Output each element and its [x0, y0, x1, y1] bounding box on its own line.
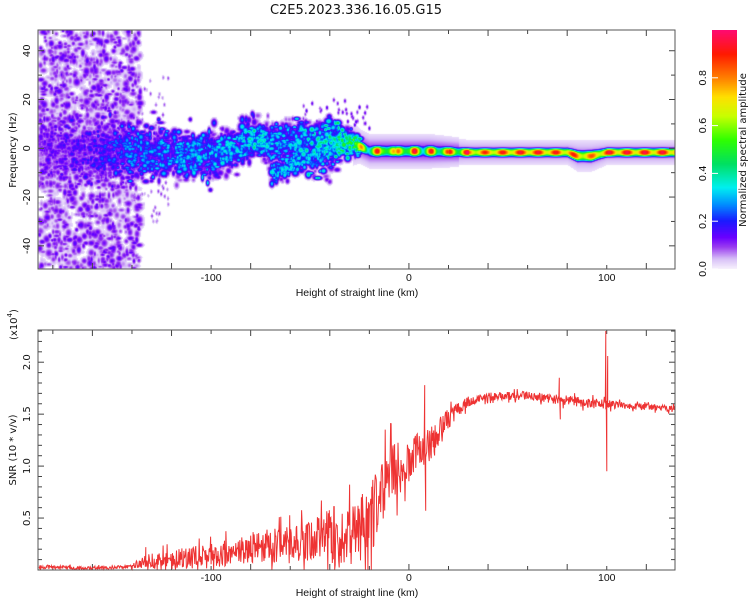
- spectrogram-y-tick-label: 0: [22, 145, 33, 151]
- snr-y-tick-label: 2.0: [22, 354, 33, 370]
- spectrogram-y-tick-label: -40: [22, 238, 33, 254]
- snr-y-axis-title: SNR (10 * v/v): [8, 414, 19, 485]
- snr-y-tick-label: 1.0: [22, 458, 33, 474]
- spectrogram-y-tick-label: 40: [22, 44, 33, 57]
- colorbar-tick-label: 0.4: [698, 165, 709, 181]
- snr-y-tick-label: 1.5: [22, 406, 33, 422]
- scale-label-close: ): [9, 309, 20, 313]
- colorbar-tick-label: 0.8: [698, 70, 709, 86]
- spectrogram-x-tick-label: 0: [406, 272, 412, 284]
- spectrogram-x-tick-label: -100: [201, 272, 222, 284]
- snr-x-tick-label: 100: [598, 572, 616, 584]
- scale-label-base: (x10: [9, 317, 20, 340]
- colorbar-axes: 0.0 0.2 0.4 0.6 0.8: [698, 70, 718, 277]
- spectrogram-y-tick-label: -20: [22, 189, 33, 205]
- spectrogram-axes: -100 0 100 40 20 0 -20 -40: [22, 30, 675, 284]
- chart-title: C2E5.2023.336.16.05.G15: [270, 3, 442, 18]
- scale-label-exponent: 4: [6, 312, 14, 317]
- snr-frame: [37, 329, 676, 571]
- spectrogram-y-tick-label: 20: [22, 93, 33, 106]
- spectrogram-x-tick-label: 100: [598, 272, 616, 284]
- snr-axes: -100 0 100 0.5 1.0 1.5 2.0: [22, 330, 675, 584]
- colorbar-gradient: [712, 30, 737, 269]
- snr-y-tick-label: 0.5: [22, 510, 33, 526]
- colorbar-tick-label: 0.6: [698, 118, 709, 134]
- colorbar-tick-label: 0.2: [698, 213, 709, 229]
- colorbar-title: Normalized spectral amplitude: [738, 73, 749, 227]
- snr-series-line: [38, 330, 676, 571]
- spectrogram-x-axis-title: Height of straight line (km): [296, 287, 419, 299]
- spectrogram-image: [38, 30, 675, 269]
- snr-scale-label: (x104): [6, 309, 20, 340]
- snr-x-tick-label: 0: [406, 572, 412, 584]
- snr-x-tick-label: -100: [201, 572, 222, 584]
- spectrogram-y-axis-title: Frequency (Hz): [8, 112, 19, 188]
- colorbar-tick-label: 0.0: [698, 261, 709, 277]
- snr-x-axis-title: Height of straight line (km): [296, 587, 419, 599]
- spectrogram-frame: [37, 29, 676, 270]
- svg-text:(x104): (x104): [6, 309, 20, 340]
